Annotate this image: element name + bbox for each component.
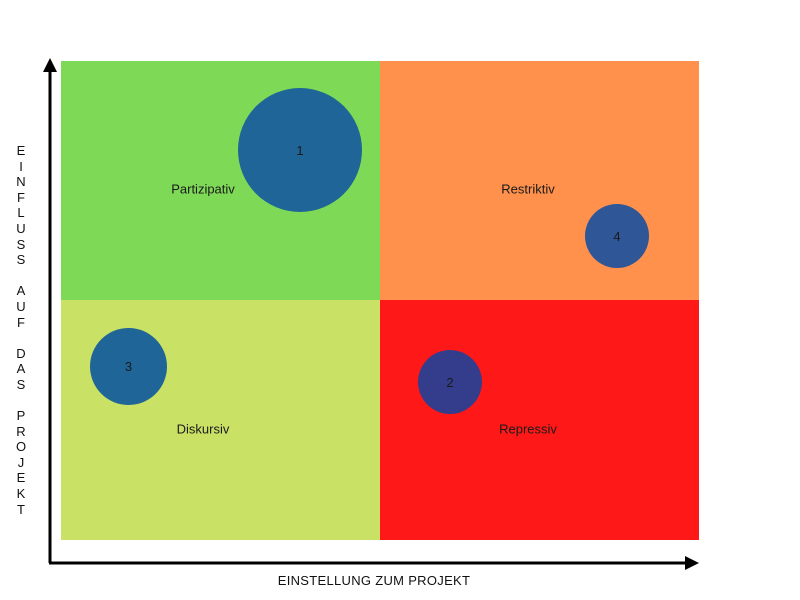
quadrant-label-restriktiv: Restriktiv: [501, 181, 555, 197]
stakeholder-bubble-2[interactable]: 2: [418, 350, 482, 414]
stakeholder-number: 2: [446, 374, 454, 390]
stakeholder-number: 4: [613, 228, 621, 244]
quadrant-label-partizipativ: Partizipativ: [171, 181, 235, 197]
stakeholder-bubble-1[interactable]: 1: [238, 88, 362, 212]
quadrant-label-repressiv: Repressiv: [499, 421, 557, 437]
stakeholder-number: 3: [124, 359, 133, 374]
stakeholder-number: 1: [296, 142, 304, 158]
x-axis-arrowhead: [685, 556, 699, 570]
x-axis-label: EINSTELLUNG ZUM PROJEKT: [277, 573, 471, 588]
stakeholder-bubble-3[interactable]: 3: [90, 328, 167, 405]
y-axis-arrowhead: [43, 58, 57, 72]
quadrant-restriktiv: [380, 61, 699, 300]
quadrant-repressiv: [380, 300, 699, 540]
quadrant-label-diskursiv: Diskursiv: [176, 421, 230, 437]
y-axis-label: E I N F L U S S A U F D A S P R O J E K …: [15, 143, 27, 517]
stakeholder-bubble-4[interactable]: 4: [585, 204, 649, 268]
